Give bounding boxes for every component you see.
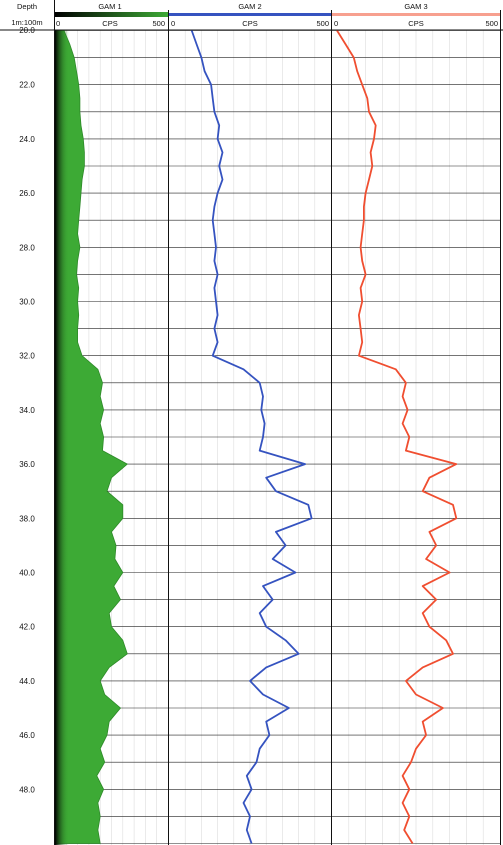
scale-label: 1m:100m bbox=[11, 18, 42, 27]
depth-tick-label: 28.0 bbox=[19, 243, 35, 252]
track2-unit: CPS bbox=[242, 19, 257, 28]
grid-lines bbox=[55, 30, 500, 845]
track1-max: 500 bbox=[152, 19, 165, 28]
track3-min: 0 bbox=[334, 19, 338, 28]
log-header: Depth 1m:100m GAM 1 0 CPS 500 GAM 2 0 CP… bbox=[0, 0, 503, 30]
depth-tick-label: 40.0 bbox=[19, 569, 35, 578]
gam1-edge-shade bbox=[55, 30, 69, 845]
depth-tick-label: 32.0 bbox=[19, 352, 35, 361]
track3-max: 500 bbox=[485, 19, 498, 28]
track2-name: GAM 2 bbox=[238, 2, 261, 11]
depth-tick-label: 30.0 bbox=[19, 298, 35, 307]
track1-color-bar bbox=[55, 12, 168, 17]
depth-tick-label: 46.0 bbox=[19, 731, 35, 740]
depth-tick-label: 24.0 bbox=[19, 135, 35, 144]
depth-header-label: Depth bbox=[17, 2, 37, 11]
track2-min: 0 bbox=[171, 19, 175, 28]
depth-tick-label: 36.0 bbox=[19, 460, 35, 469]
track2-color-bar bbox=[169, 13, 331, 16]
track1-name: GAM 1 bbox=[98, 2, 121, 11]
track1-min: 0 bbox=[56, 19, 60, 28]
track2-max: 500 bbox=[316, 19, 329, 28]
track3-name: GAM 3 bbox=[404, 2, 427, 11]
depth-tick-label: 48.0 bbox=[19, 785, 35, 794]
track1-unit: CPS bbox=[102, 19, 117, 28]
depth-axis: 20.022.024.026.028.030.032.034.036.038.0… bbox=[19, 26, 35, 794]
gam3-curve bbox=[336, 30, 458, 844]
track3-unit: CPS bbox=[408, 19, 423, 28]
depth-tick-label: 38.0 bbox=[19, 514, 35, 523]
depth-tick-label: 42.0 bbox=[19, 623, 35, 632]
track3-color-bar bbox=[332, 13, 500, 16]
depth-tick-label: 44.0 bbox=[19, 677, 35, 686]
log-curves bbox=[54, 30, 458, 845]
depth-tick-label: 22.0 bbox=[19, 81, 35, 90]
gam2-curve bbox=[190, 30, 313, 844]
depth-tick-label: 34.0 bbox=[19, 406, 35, 415]
depth-tick-label: 26.0 bbox=[19, 189, 35, 198]
gam1-fill-area bbox=[54, 30, 128, 844]
